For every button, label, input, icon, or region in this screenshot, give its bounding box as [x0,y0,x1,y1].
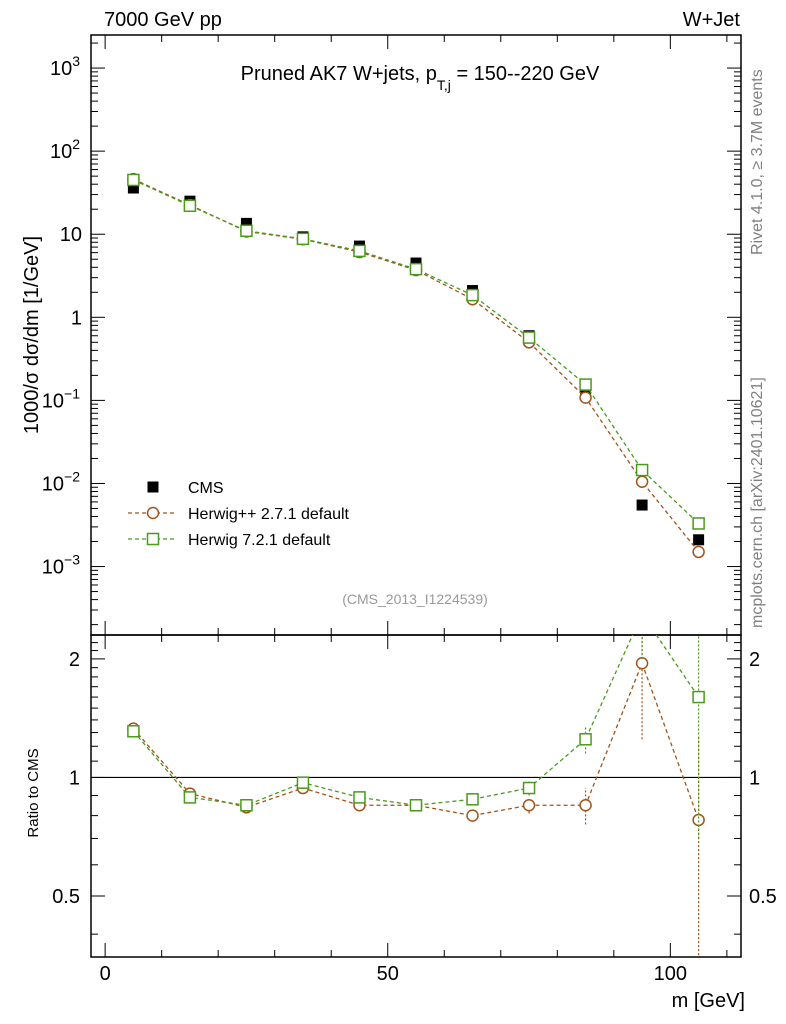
series-line-herwig-2-7-1-default [133,178,700,553]
y-tick-label: 103 [50,53,80,80]
data-point-herwig-2-7-1-default [579,391,592,404]
data-point-herwig-7-2-1-default [127,173,140,187]
data-point-herwig-7-2-1-default [353,244,366,258]
ratio-plot-area [127,609,705,957]
data-point-cms [240,217,252,229]
ratio-tick-label-right: 0.5 [749,886,777,908]
data-point-herwig-7-2-1-default [240,224,253,238]
mcplots-label: mcplots.cern.ch [arXiv:2401.10621] [749,377,766,628]
data-point-herwig-7-2-1-default [183,199,197,213]
x-tick-label: 0 [100,963,111,985]
data-point-herwig-2-7-1-default [635,475,649,488]
data-point-herwig-7-2-1-default [579,378,592,391]
ratio-tick-label: 2 [69,649,80,671]
chart-text-layer: 7000 GeV pp W+Jet Pruned AK7 W+jets, pT,… [21,9,766,1012]
analysis-id: (CMS_2013_I1224539) [342,591,488,607]
data-point-cms [693,534,705,546]
y-tick-label: 102 [50,136,80,163]
y-tick-label: 10 [60,224,82,246]
series-line-herwig-7-2-1-default [133,179,700,524]
ratio-line-herwig-7-2-1-default [132,635,700,806]
chart-series-layer: CMS Herwig++ 2.7.1 default Herwig 7.2.1 de… [127,172,705,957]
data-point-herwig-7-2-1-default [522,331,536,344]
ratio-point-herwig-7-2-1-default [466,793,479,806]
ratio-point-herwig-7-2-1-default [579,733,592,746]
legend-label: Herwig++ 2.7.1 default [188,506,350,523]
ratio-tick-label: 1 [69,767,80,789]
x-axis-label: m [GeV] [672,990,745,1012]
chart-title: Pruned AK7 W+jets, pT,j = 150--220 GeV [241,63,600,93]
chart-title-tail: = 150--220 GeV [451,63,600,85]
y-tick-label: 10−2 [42,468,80,495]
ratio-point-herwig-7-2-1-default [409,798,423,812]
header-right: W+Jet [683,9,741,31]
y-tick-label: 10−3 [42,552,80,579]
chart-title-main: Pruned AK7 W+jets, p [241,63,437,85]
ratio-point-herwig-2-7-1-default [635,656,649,670]
ratio-point-herwig-2-7-1-default [692,813,705,827]
ratio-line-herwig-2-7-1-default [132,661,700,821]
data-point-herwig-7-2-1-default [635,463,649,477]
ratio-point-herwig-2-7-1-default [579,798,592,812]
data-point-herwig-7-2-1-default [409,262,423,276]
data-point-herwig-2-7-1-default [692,545,705,559]
chart-axes-layer: 0 50 100 10−3 10−2 10−1 1 10 102 103 0.5 0.5 1 1 2 2 [42,34,777,985]
ratio-point-herwig-7-2-1-default [183,791,197,804]
ratio-point-herwig-7-2-1-default [127,725,140,738]
ratio-point-herwig-7-2-1-default [522,781,536,795]
rivet-label: Rivet 4.1.0, ≥ 3.7M events [749,69,766,255]
legend-label: Herwig 7.2.1 default [188,532,331,549]
legend-marker [146,532,160,546]
header-left: 7000 GeV pp [104,9,222,31]
ratio-point-herwig-7-2-1-default [296,776,310,789]
ratio-panel-frame [90,634,742,958]
main-plot-area [127,172,705,559]
legend-label: CMS [188,480,224,497]
data-point-cms [580,385,592,397]
x-tick-label: 100 [654,963,687,985]
ratio-point-herwig-7-2-1-default [353,791,366,804]
y-tick-label: 1 [71,307,82,329]
data-point-cms [127,182,139,194]
data-point-herwig-7-2-1-default [466,288,479,302]
ratio-y-axis-label: Ratio to CMS [25,748,42,837]
data-point-herwig-7-2-1-default [692,517,705,530]
data-point-cms [636,499,648,511]
ratio-point-herwig-2-7-1-default [466,809,479,822]
legend-marker [147,481,159,493]
y-tick-label: 10−1 [42,385,80,412]
y-axis-label: 1000/σ dσ/dm [1/GeV] [21,236,43,434]
ratio-tick-label: 0.5 [52,886,80,908]
legend-marker [146,506,160,520]
data-point-herwig-7-2-1-default [296,232,310,246]
x-tick-label: 50 [377,963,399,985]
ratio-tick-label-right: 2 [749,649,760,671]
chart-title-sub: T,j [437,77,451,93]
ratio-point-herwig-7-2-1-default [240,798,253,812]
ratio-point-herwig-7-2-1-default [692,690,705,704]
ratio-point-herwig-7-2-1-default [637,609,648,620]
ratio-tick-label-right: 1 [749,767,760,789]
ratio-point-herwig-2-7-1-default [522,798,536,812]
